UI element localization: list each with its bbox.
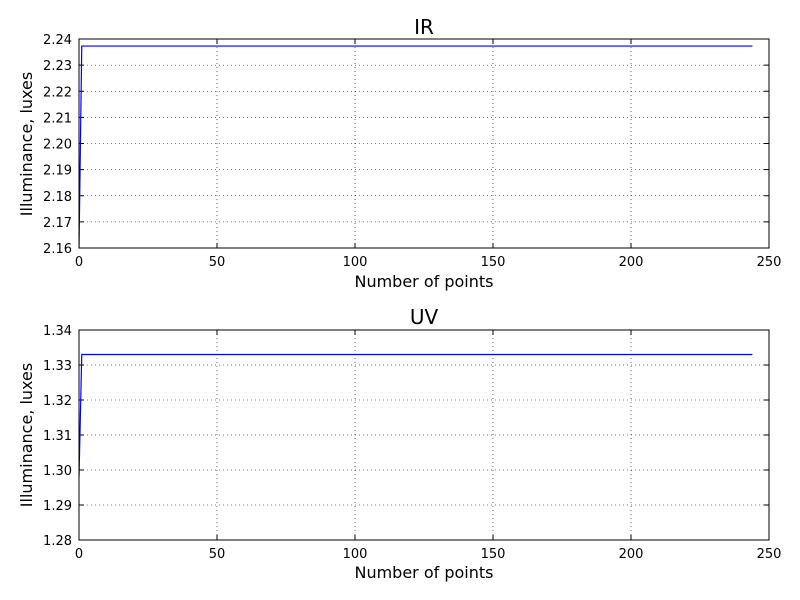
x-tick-label: 200: [619, 547, 644, 562]
x-axis-label: Number of points: [354, 563, 493, 582]
x-tick-label: 50: [209, 255, 226, 270]
x-tick-label: 250: [757, 255, 782, 270]
y-tick-label: 1.32: [43, 394, 72, 409]
y-tick-label: 1.34: [43, 324, 72, 339]
y-tick-label: 2.17: [43, 216, 72, 231]
x-tick-label: 0: [75, 547, 83, 562]
x-tick-label: 100: [343, 547, 368, 562]
y-tick-label: 2.22: [43, 85, 72, 100]
axes-frame: [78, 329, 770, 541]
y-tick-label: 1.33: [43, 359, 72, 374]
x-axis-label: Number of points: [354, 272, 493, 291]
y-tick-label: 1.28: [43, 534, 72, 549]
subplot-uv: UV Number of points Illuminance, luxes 0…: [17, 305, 781, 582]
chart-title: UV: [410, 305, 439, 329]
x-tick-label: 100: [343, 255, 368, 270]
plot-area: 0 50 100 150 200 250 1.28 1.29 1.30 1.31 1.32 1.33 1…: [43, 324, 781, 562]
y-tick-label: 2.20: [43, 138, 72, 153]
y-tick-label: 2.21: [43, 111, 72, 126]
x-tick-label: 150: [481, 255, 506, 270]
series-line: [79, 45, 753, 248]
x-tick-label: 50: [209, 547, 226, 562]
series-line: [79, 353, 753, 478]
y-tick-label: 1.30: [43, 464, 72, 479]
plot-area: 0 50 100 150 200 250 2.16 2.17 2.18 2.19 2.20 2.21 2…: [43, 33, 781, 270]
y-axis-label: Illuminance, luxes: [17, 363, 36, 507]
y-tick-label: 2.18: [43, 190, 72, 205]
y-tick-label: 2.16: [43, 242, 72, 257]
chart-title: IR: [414, 15, 434, 39]
x-tick-label: 150: [481, 547, 506, 562]
x-tick-label: 200: [619, 255, 644, 270]
axes-frame: [78, 38, 770, 249]
y-tick-label: 1.29: [43, 499, 72, 514]
y-tick-label: 1.31: [43, 429, 72, 444]
y-tick-label: 2.19: [43, 164, 72, 179]
y-axis-label: Illuminance, luxes: [17, 72, 36, 216]
y-tick-label: 2.24: [43, 33, 72, 48]
x-tick-label: 0: [75, 255, 83, 270]
y-tick-label: 2.23: [43, 59, 72, 74]
x-tick-label: 250: [757, 547, 782, 562]
subplot-ir: IR Number of points Illuminance, luxes 0…: [17, 15, 781, 291]
